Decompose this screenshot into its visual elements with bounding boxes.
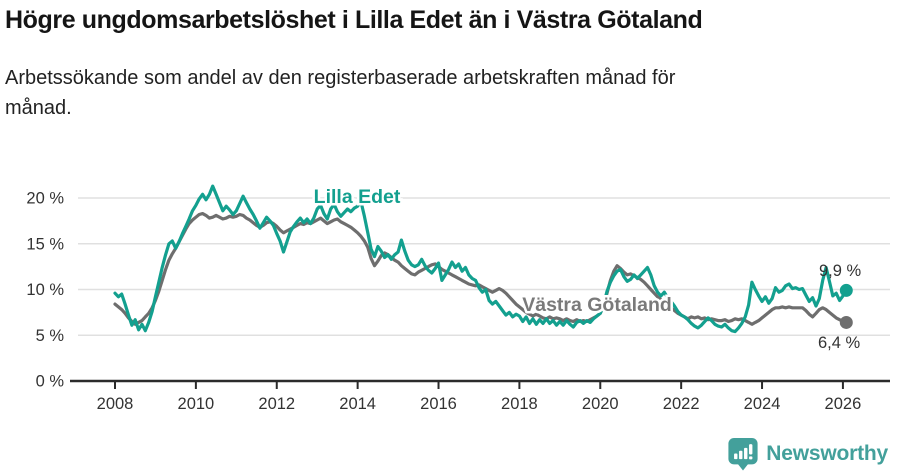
subtitle-line-2: månad.	[5, 97, 72, 119]
brand-footer: Newsworthy	[727, 437, 888, 471]
x-tick-label: 2024	[744, 395, 781, 413]
x-tick-label: 2022	[663, 395, 700, 413]
series-line-lilla-edet	[113, 184, 848, 334]
end-label-vastra-gotaland: 6,4 %	[818, 334, 861, 352]
x-tick-label: 2008	[97, 395, 134, 413]
y-tick-label: 5 %	[36, 327, 65, 345]
end-dot-lilla-edet	[839, 283, 853, 297]
page-title: Högre ungdomsarbetslöshet i Lilla Edet ä…	[5, 6, 703, 34]
end-dot-vastra-gotaland	[839, 315, 853, 329]
chart-subtitle: Arbetssökande som andel av den registerb…	[5, 63, 865, 123]
subtitle-line-1: Arbetssökande som andel av den registerb…	[5, 67, 676, 89]
brand-name: Newsworthy	[766, 442, 888, 465]
y-tick-label: 10 %	[26, 281, 64, 299]
x-tick-label: 2012	[258, 395, 295, 413]
x-tick-label: 2016	[420, 395, 457, 413]
x-tick-label: 2020	[582, 395, 619, 413]
y-tick-label: 15 %	[26, 235, 64, 253]
y-tick-label: 0 %	[36, 373, 65, 391]
y-tick-label: 20 %	[26, 190, 64, 208]
series-label-vastra-gotaland: Västra Götaland	[522, 294, 672, 316]
series-line-vastra-gotaland	[113, 212, 848, 326]
x-tick-label: 2018	[501, 395, 538, 413]
chart-pin-icon	[728, 438, 758, 471]
x-tick-label: 2014	[339, 395, 376, 413]
x-tick-label: 2010	[178, 395, 215, 413]
x-tick-label: 2026	[825, 395, 862, 413]
series-label-lilla-edet: Lilla Edet	[314, 186, 401, 208]
end-label-lilla-edet: 9,9 %	[819, 262, 862, 280]
